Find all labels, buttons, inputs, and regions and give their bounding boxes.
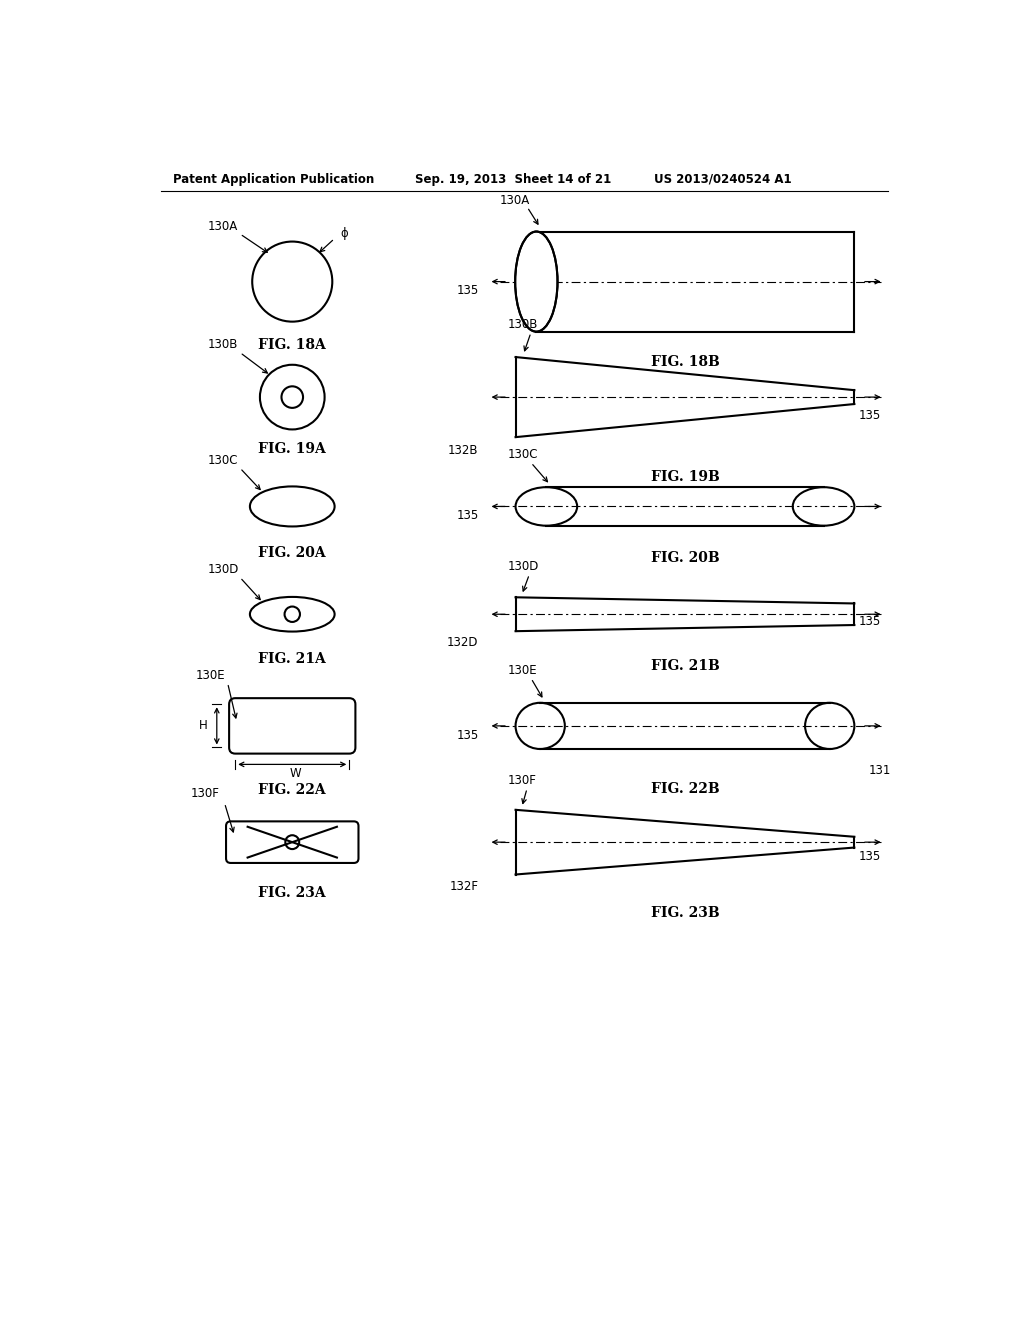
- Text: FIG. 19B: FIG. 19B: [650, 470, 719, 484]
- Text: FIG. 20B: FIG. 20B: [650, 550, 719, 565]
- Text: 132D: 132D: [447, 636, 478, 649]
- Text: FIG. 19A: FIG. 19A: [258, 442, 326, 457]
- Text: FIG. 21B: FIG. 21B: [650, 659, 719, 673]
- Text: 131: 131: [868, 764, 891, 777]
- Text: FIG. 20A: FIG. 20A: [258, 545, 326, 560]
- Text: 130D: 130D: [208, 564, 239, 576]
- Text: 130E: 130E: [196, 668, 225, 681]
- Text: ϕ: ϕ: [340, 227, 347, 240]
- Text: FIG. 18A: FIG. 18A: [258, 338, 326, 351]
- Text: FIG. 18B: FIG. 18B: [650, 355, 719, 370]
- Text: 130B: 130B: [508, 318, 539, 331]
- Text: Sep. 19, 2013  Sheet 14 of 21: Sep. 19, 2013 Sheet 14 of 21: [416, 173, 611, 186]
- Text: 135: 135: [858, 615, 881, 628]
- Text: W: W: [290, 767, 301, 780]
- Text: FIG. 21A: FIG. 21A: [258, 652, 326, 665]
- Text: Patent Application Publication: Patent Application Publication: [173, 173, 374, 186]
- Text: FIG. 22B: FIG. 22B: [650, 781, 719, 796]
- Text: 130F: 130F: [508, 774, 537, 787]
- Text: 132F: 132F: [450, 879, 478, 892]
- Text: 135: 135: [858, 850, 881, 863]
- Text: 130C: 130C: [508, 449, 539, 462]
- Text: 132B: 132B: [449, 445, 478, 458]
- Text: 130B: 130B: [208, 338, 238, 351]
- Text: 135: 135: [457, 284, 478, 297]
- Text: H: H: [199, 719, 208, 733]
- Text: 130C: 130C: [208, 454, 238, 467]
- Text: FIG. 23A: FIG. 23A: [258, 886, 326, 900]
- Text: FIG. 23B: FIG. 23B: [650, 906, 719, 920]
- Ellipse shape: [515, 231, 557, 331]
- Text: 130A: 130A: [500, 194, 530, 207]
- Text: 135: 135: [457, 729, 478, 742]
- Text: 130A: 130A: [208, 219, 238, 232]
- Text: 135: 135: [457, 510, 478, 523]
- Text: 130E: 130E: [508, 664, 538, 677]
- Text: 130F: 130F: [190, 787, 219, 800]
- Text: US 2013/0240524 A1: US 2013/0240524 A1: [654, 173, 792, 186]
- Text: 130D: 130D: [508, 560, 540, 573]
- Text: 135: 135: [858, 409, 881, 422]
- Text: FIG. 22A: FIG. 22A: [258, 783, 326, 797]
